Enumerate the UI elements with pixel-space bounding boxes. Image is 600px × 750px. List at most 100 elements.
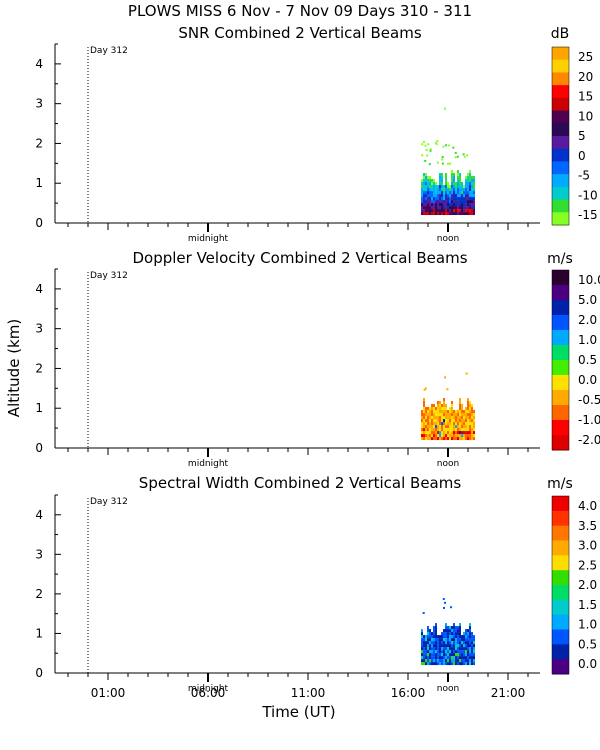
echo-cell <box>427 194 429 198</box>
echo-cell <box>453 197 455 201</box>
echo-cell <box>457 662 459 666</box>
echo-cell <box>465 641 467 645</box>
echo-cell <box>447 182 449 186</box>
echo-cell <box>427 413 429 417</box>
echo-cell <box>471 188 473 192</box>
echo-cell <box>443 641 445 645</box>
echo-cell <box>439 191 441 195</box>
echo-cell <box>469 428 471 432</box>
echo-cell <box>421 209 423 213</box>
echo-cell <box>429 659 431 663</box>
echo-cell <box>443 188 445 192</box>
echo-cell <box>463 425 465 429</box>
echo-cell <box>439 647 441 651</box>
echo-cell <box>457 653 459 657</box>
y-tick-label: 2 <box>35 587 43 601</box>
echo-cell <box>433 212 435 216</box>
echo-cell <box>427 434 429 438</box>
echo-cell <box>423 404 425 408</box>
echo-cell <box>469 416 471 420</box>
echo-cell <box>445 179 447 183</box>
echo-cell <box>433 206 435 210</box>
echo-cell <box>457 200 459 204</box>
echo-cell <box>463 638 465 642</box>
echo-cell <box>453 434 455 438</box>
echo-cell <box>447 413 449 417</box>
echo-cell <box>467 653 469 657</box>
echo-cell <box>467 638 469 642</box>
echo-field <box>421 107 475 216</box>
echo-cell <box>427 626 429 630</box>
colorbar-segment <box>552 390 569 406</box>
echo-cell <box>445 422 447 426</box>
echo-cell <box>453 194 455 198</box>
echo-cell <box>425 662 427 666</box>
echo-cell <box>469 659 471 663</box>
echo-cell <box>465 638 467 642</box>
echo-cell <box>467 206 469 210</box>
echo-cell <box>433 635 435 639</box>
echo-cell <box>471 431 473 435</box>
echo-cell <box>423 185 425 189</box>
echo-cell <box>459 410 461 414</box>
echo-cell <box>425 644 427 648</box>
echo-cell <box>423 206 425 210</box>
echo-cell <box>425 419 427 423</box>
echo-cell <box>445 623 447 627</box>
echo-cell <box>457 206 459 210</box>
echo-cell <box>421 206 423 210</box>
echo-cell <box>427 197 429 201</box>
echo-cell <box>423 638 425 642</box>
echo-cell <box>429 437 431 441</box>
echo-cell <box>469 662 471 666</box>
x-tick-label: 11:00 <box>291 686 326 700</box>
echo-cell <box>455 653 457 657</box>
echo-cell <box>455 437 457 441</box>
echo-cell <box>455 626 457 630</box>
echo-cell <box>457 635 459 639</box>
echo-cell <box>465 188 467 192</box>
echo-speck <box>442 606 445 609</box>
echo-cell <box>437 413 439 417</box>
echo-cell <box>455 629 457 633</box>
echo-cell <box>445 200 447 204</box>
echo-cell <box>469 206 471 210</box>
echo-cell <box>459 194 461 198</box>
echo-cell <box>447 434 449 438</box>
echo-cell <box>447 185 449 189</box>
echo-cell <box>471 212 473 216</box>
colorbar-units: dB <box>551 26 570 42</box>
echo-cell <box>463 647 465 651</box>
echo-cell <box>473 413 475 417</box>
colorbar-segment <box>552 315 569 331</box>
echo-cell <box>431 662 433 666</box>
echo-cell <box>457 425 459 429</box>
echo-cell <box>457 182 459 186</box>
colorbar-label: 0 <box>578 149 586 163</box>
echo-cell <box>461 650 463 654</box>
echo-cell <box>427 656 429 660</box>
echo-cell <box>459 644 461 648</box>
echo-cell <box>427 212 429 216</box>
echo-cell <box>433 203 435 207</box>
echo-cell <box>421 641 423 645</box>
echo-cell <box>467 176 469 180</box>
echo-cell <box>443 422 445 426</box>
echo-cell <box>463 203 465 207</box>
echo-cell <box>447 632 449 636</box>
echo-speck <box>421 154 424 157</box>
echo-cell <box>467 185 469 189</box>
echo-cell <box>441 194 443 198</box>
colorbar-label: 5.0 <box>578 293 597 307</box>
echo-cell <box>433 407 435 411</box>
echo-cell <box>469 404 471 408</box>
echo-cell <box>447 641 449 645</box>
echo-cell <box>441 662 443 666</box>
colorbar-segment <box>552 110 569 124</box>
echo-cell <box>459 428 461 432</box>
echo-cell <box>421 644 423 648</box>
echo-cell <box>473 179 475 183</box>
echo-cell <box>457 437 459 441</box>
echo-cell <box>465 644 467 648</box>
echo-cell <box>453 626 455 630</box>
